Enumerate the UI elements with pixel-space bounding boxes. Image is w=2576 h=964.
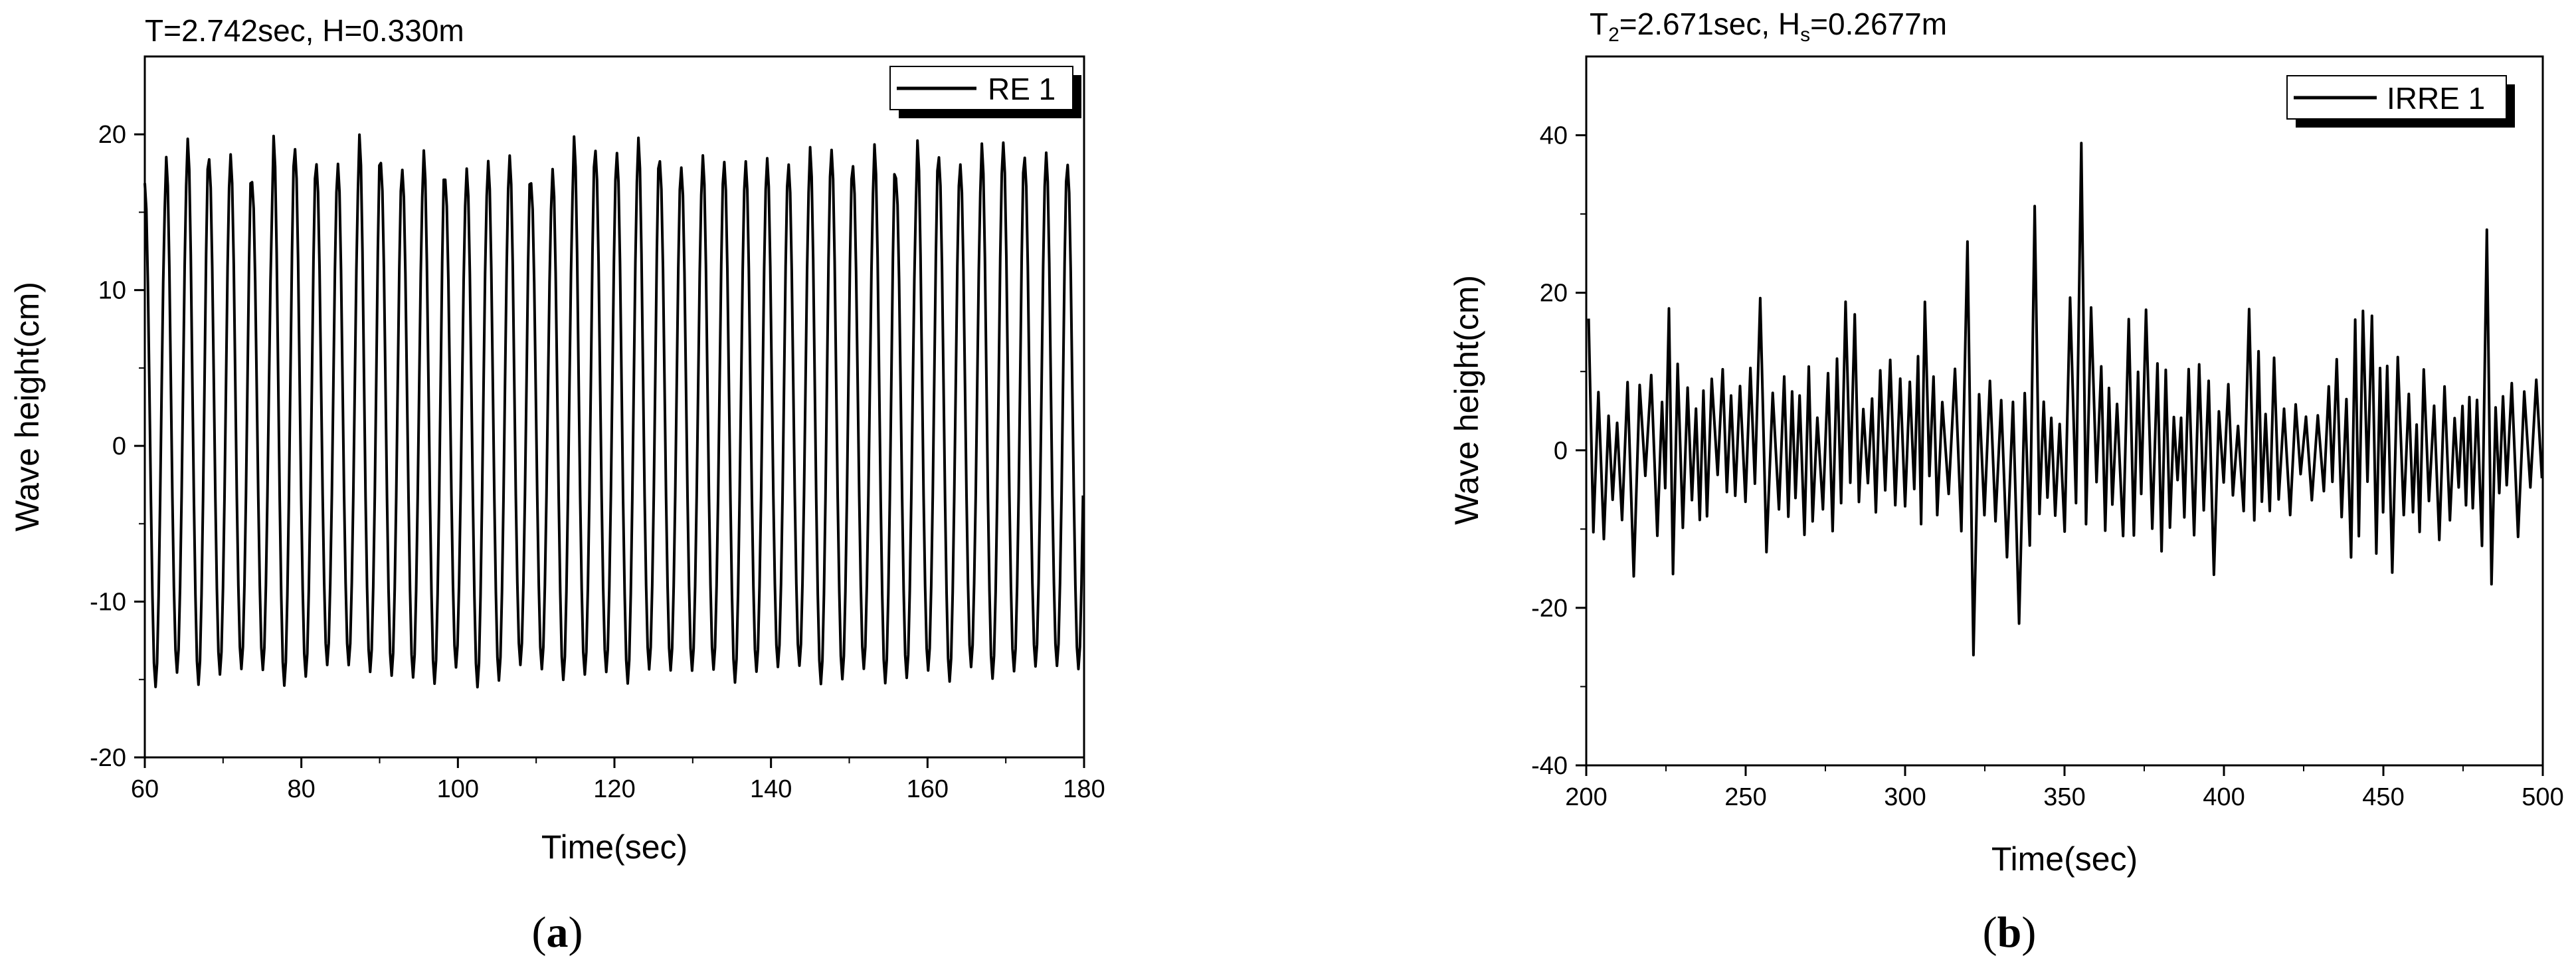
chart-a-x-tick-label: 180 [1063, 775, 1105, 803]
chart-b-series [1587, 142, 2543, 656]
chart-b-y-tick-label: 40 [1540, 122, 1568, 150]
chart-a-y-axis-label: Wave height(cm) [9, 282, 46, 531]
chart-a-x-tick-label: 140 [750, 775, 792, 803]
chart-b-x-tick-label: 300 [1884, 783, 1926, 811]
chart-a-x-tick-label: 100 [437, 775, 479, 803]
chart-a-y-axis: -20 -10 0 10 20 [90, 121, 145, 772]
chart-b-legend: IRRE 1 [2286, 75, 2515, 128]
chart-b-x-tick-label: 250 [1724, 783, 1766, 811]
chart-a-legend: RE 1 [889, 66, 1081, 118]
chart-a-series-line [143, 133, 1085, 689]
chart-a-x-tick-label: 160 [907, 775, 949, 803]
chart-a-x-tick-label: 60 [131, 775, 159, 803]
chart-b-x-tick-label: 500 [2522, 783, 2563, 811]
chart-b-title: T2=2.671sec, Hs=0.2677m [1590, 7, 1947, 46]
chart-b-y-axis-label: Wave height(cm) [1448, 275, 1485, 525]
chart-a-y-tick-label: 0 [112, 433, 126, 460]
chart-b-x-axis-label: Time(sec) [1991, 840, 2138, 878]
chart-a-legend-label: RE 1 [988, 72, 1056, 106]
chart-b-x-tick-label: 400 [2203, 783, 2245, 811]
chart-a-x-axis: 60 80 100 120 140 160 180 [131, 757, 1105, 803]
chart-b-y-tick-label: 20 [1540, 280, 1568, 308]
chart-a-panel-label: (a) [532, 908, 583, 957]
chart-b-legend-label: IRRE 1 [2387, 81, 2485, 116]
chart-a-x-tick-label: 80 [288, 775, 316, 803]
chart-b-y-tick-label: 0 [1554, 437, 1568, 465]
chart-a-y-tick-label: -10 [90, 589, 126, 617]
chart-b-series-line [1587, 142, 2543, 656]
chart-a-y-tick-label: 10 [98, 277, 126, 305]
chart-a-series [143, 133, 1085, 689]
chart-b-y-tick-label: -40 [1531, 752, 1568, 780]
chart-a-x-axis-label: Time(sec) [541, 828, 688, 866]
chart-b-x-axis: 200 250 300 350 400 450 500 [1565, 765, 2564, 811]
chart-b-y-axis: -40 -20 0 20 40 [1531, 122, 1586, 780]
chart-b: T2=2.671sec, Hs=0.2677m 200 250 300 350 400 4… [1448, 7, 2564, 957]
chart-b-x-tick-label: 200 [1565, 783, 1607, 811]
chart-a-y-tick-label: 20 [98, 121, 126, 149]
chart-b-panel-label: (b) [1983, 908, 2037, 957]
chart-a-y-tick-label: -20 [90, 744, 126, 772]
chart-a: T=2.742sec, H=0.330m 60 80 100 120 140 160 180… [9, 13, 1105, 957]
chart-b-x-tick-label: 450 [2362, 783, 2404, 811]
chart-a-title: T=2.742sec, H=0.330m [145, 13, 464, 48]
chart-b-x-tick-label: 350 [2043, 783, 2085, 811]
chart-b-y-tick-label: -20 [1531, 595, 1568, 623]
chart-a-x-tick-label: 120 [593, 775, 635, 803]
